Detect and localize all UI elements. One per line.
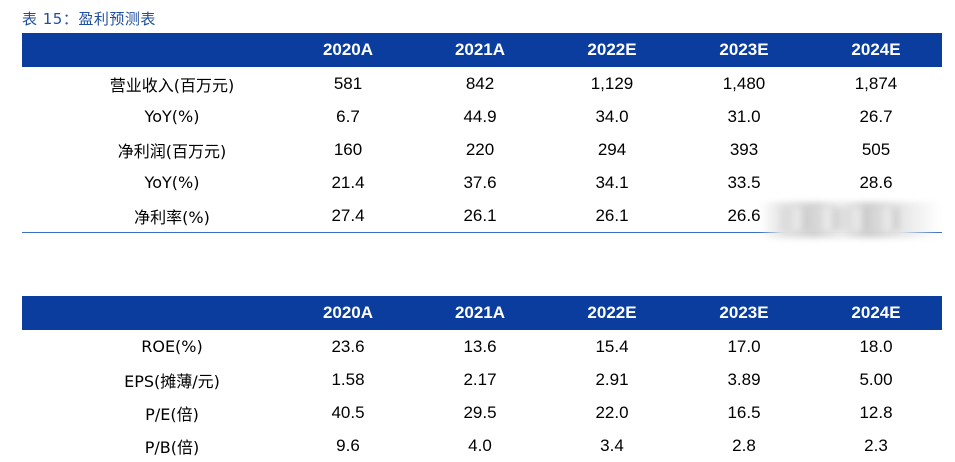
table-cell: 4.0 [468,435,492,455]
header-cell-2020a: 2020A [282,33,414,67]
table-cell: 31.0 [727,106,761,126]
table-row: P/E(倍) 40.5 29.5 22.0 16.5 12.8 [22,396,942,429]
table-row: ROE(%) 23.6 13.6 15.4 17.0 18.0 [22,330,942,363]
table-cell: 34.0 [595,106,629,126]
header-cell-2021a: 2021A [414,33,546,67]
table-cell: 21.4 [331,172,365,192]
table-cell: 220 [465,139,495,159]
header-cell-2022e: 2022E [546,33,678,67]
table-cell: 12.8 [859,402,893,422]
table-cell: 17.0 [727,336,761,356]
table-cell: 23.6 [331,336,365,356]
table-cell: 28.6 [859,172,893,192]
table-cell: 16.5 [727,402,761,422]
row-label: P/B(倍) [144,437,200,457]
table-cell: 1,874 [854,73,898,93]
row-label: EPS(摊薄/元) [124,371,220,391]
table-cell: 1,480 [722,73,766,93]
table-cell: 18.0 [859,336,893,356]
header-cell-2023e: 2023E [678,33,810,67]
table-cell: 2.8 [732,435,756,455]
table-cell: 40.5 [331,402,365,422]
row-label: 净利率(%) [22,199,282,233]
row-label: ROE(%) [141,337,203,356]
table-cell: 2.91 [595,369,629,389]
table-cell: 160 [333,139,363,159]
table-cell: 37.6 [463,172,497,192]
table-cell: 26.1 [546,199,678,233]
row-label: P/E(倍) [145,404,199,424]
table-cell: 5.00 [859,369,893,389]
table-cell: 6.7 [336,106,360,126]
table-cell: 505 [861,139,891,159]
table-cell: 1.58 [331,369,365,389]
table-cell: 3.89 [727,369,761,389]
table-header-row: 2020A 2021A 2022E 2023E 2024E [22,296,942,330]
watermark-blur [760,202,940,238]
row-label: 净利润(百万元) [117,141,227,161]
header-cell-2023e: 2023E [678,296,810,330]
table-cell: 34.1 [595,172,629,192]
table-cell: 29.5 [463,402,497,422]
table-cell: 581 [333,73,363,93]
profit-forecast-table: 2020A 2021A 2022E 2023E 2024E 营业收入(百万元) … [22,33,942,233]
table-cell: 9.6 [336,435,360,455]
table-cell: 22.0 [595,402,629,422]
table-cell: 15.4 [595,336,629,356]
table-cell: 44.9 [463,106,497,126]
table-row: 净利润(百万元) 160 220 294 393 505 [22,133,942,166]
table-cell: 27.4 [282,199,414,233]
table-row: P/B(倍) 9.6 4.0 3.4 2.8 2.3 [22,429,942,462]
table-cell: 13.6 [463,336,497,356]
table-cell: 26.7 [859,106,893,126]
row-label: YoY(%) [144,173,200,192]
table-header-row: 2020A 2021A 2022E 2023E 2024E [22,33,942,67]
valuation-table: 2020A 2021A 2022E 2023E 2024E ROE(%) 23.… [22,296,942,462]
table-row: YoY(%) 6.7 44.9 34.0 31.0 26.7 [22,100,942,133]
table-cell: 3.4 [600,435,624,455]
table-cell: 294 [597,139,627,159]
row-label: 营业收入(百万元) [109,75,235,95]
header-cell-label [22,296,282,330]
header-cell-2022e: 2022E [546,296,678,330]
table-row: 营业收入(百万元) 581 842 1,129 1,480 1,874 [22,67,942,100]
table-cell: 33.5 [727,172,761,192]
table-cell: 26.1 [414,199,546,233]
header-cell-label [22,33,282,67]
header-cell-2021a: 2021A [414,296,546,330]
table-cell: 1,129 [590,73,634,93]
table-cell: 2.3 [864,435,888,455]
table-row: EPS(摊薄/元) 1.58 2.17 2.91 3.89 5.00 [22,363,942,396]
table-cell: 2.17 [463,369,497,389]
header-cell-2020a: 2020A [282,296,414,330]
header-cell-2024e: 2024E [810,296,942,330]
table-cell: 393 [729,139,759,159]
header-cell-2024e: 2024E [810,33,942,67]
row-label: YoY(%) [144,107,200,126]
table-cell: 842 [465,73,495,93]
table-caption: 表 15：盈利预测表 [22,10,156,28]
table-row: YoY(%) 21.4 37.6 34.1 33.5 28.6 [22,166,942,199]
